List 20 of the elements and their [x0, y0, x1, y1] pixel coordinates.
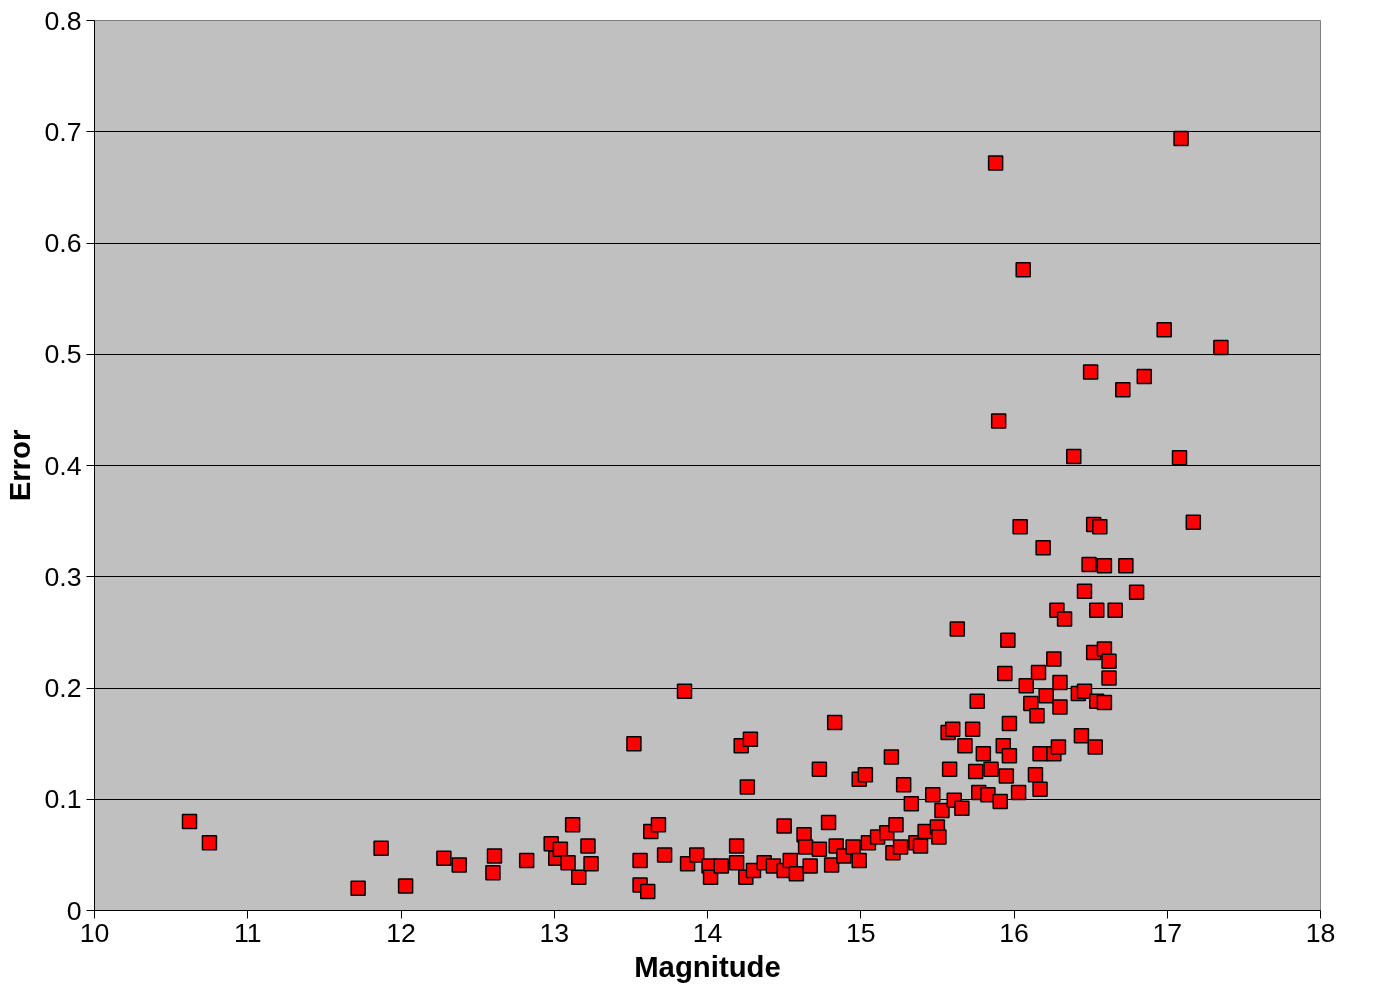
x-tick-label: 17 [1152, 917, 1183, 948]
x-axis-title: Magnitude [634, 949, 781, 983]
x-tick-label: 11 [233, 917, 262, 948]
y-tick-label: 0.2 [44, 673, 82, 703]
y-tick-label: 0.5 [44, 339, 82, 370]
y-tick-label: 0.1 [44, 784, 82, 815]
y-axis-title: Error [3, 429, 37, 502]
x-tick-label: 16 [999, 917, 1029, 948]
y-tick-label: 0.6 [44, 228, 82, 258]
x-tick-label: 12 [386, 917, 416, 948]
x-tick-label: 18 [1305, 917, 1336, 948]
y-tick-label: 0.4 [44, 450, 82, 481]
x-tick-label: 14 [692, 917, 723, 948]
y-tick-label: 0.3 [44, 561, 82, 592]
x-tick-label: 10 [79, 917, 110, 948]
x-tick-label: 15 [845, 917, 876, 948]
y-tick-label: 0 [66, 895, 82, 926]
y-tick-label: 0.7 [44, 116, 82, 147]
x-tick-label: 13 [539, 917, 570, 948]
y-tick-label: 0.8 [44, 5, 82, 36]
